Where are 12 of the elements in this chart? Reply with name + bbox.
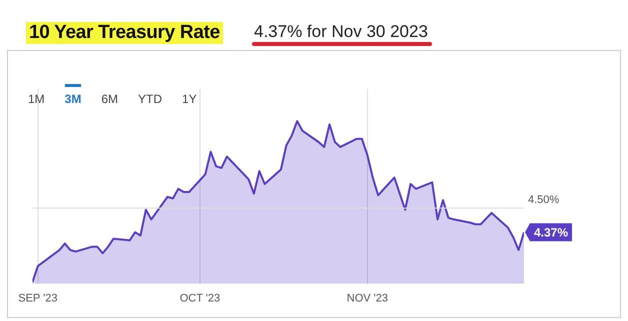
chart-title: 10 Year Treasury Rate <box>26 22 223 44</box>
text: 6M <box>101 92 118 106</box>
text: 1M <box>28 92 45 106</box>
text: YTD <box>138 92 162 106</box>
x-tick-label: OCT '23 <box>180 292 220 304</box>
text: 1Y <box>182 92 197 106</box>
annotation: 4.37% <box>534 226 568 240</box>
annotation: 4.50% <box>528 194 560 206</box>
x-tick-label: NOV '23 <box>346 292 388 304</box>
chart-subtitle: 4.37% for Nov 30 2023 <box>254 22 428 42</box>
text: 3M <box>64 84 82 106</box>
x-tick-label: SEP '23 <box>18 292 58 304</box>
